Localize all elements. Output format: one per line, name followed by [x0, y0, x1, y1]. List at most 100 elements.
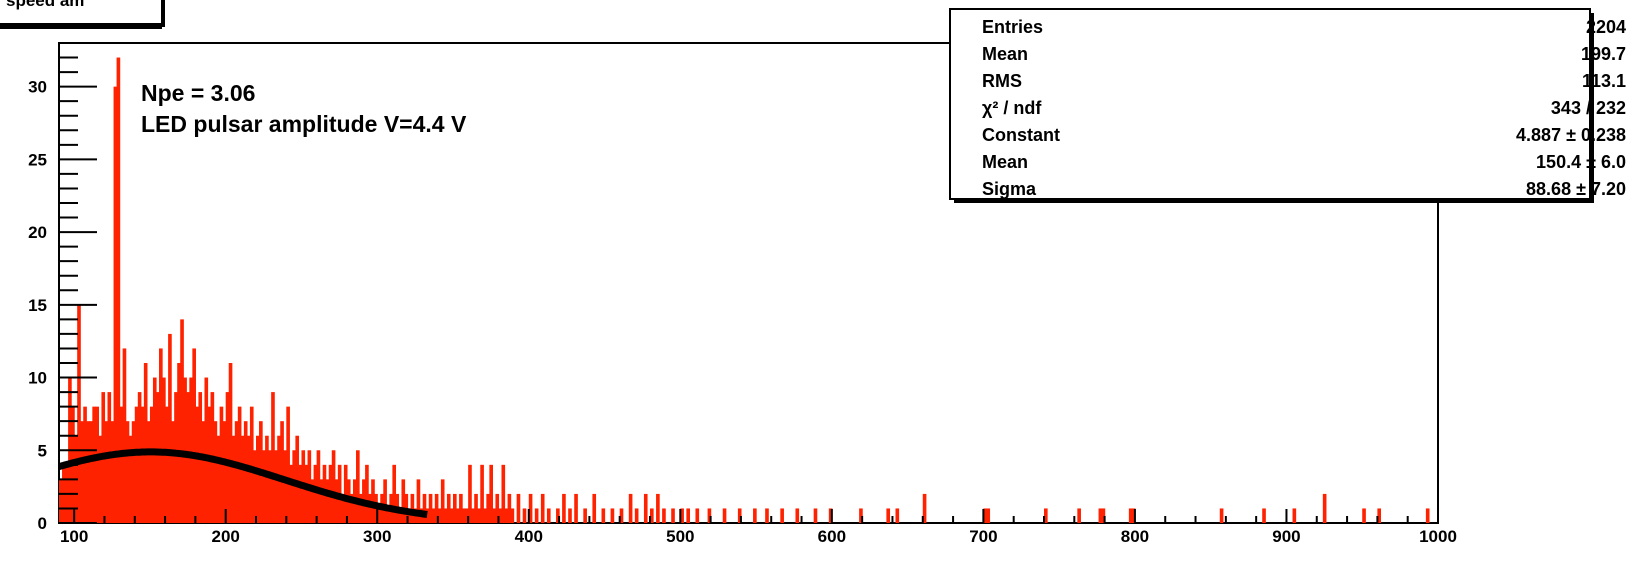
y-tick-label: 10: [28, 369, 47, 388]
histogram-bar: [486, 493, 490, 523]
histogram-bar: [177, 363, 181, 523]
histogram-bar: [501, 464, 506, 523]
histogram-bar: [286, 406, 290, 523]
histogram-bar: [1262, 508, 1266, 523]
histogram-bar: [592, 493, 597, 523]
histogram-bar: [304, 464, 309, 523]
histogram-bar: [1219, 508, 1224, 523]
histogram-bar: [349, 493, 354, 523]
histogram-bar: [707, 508, 712, 523]
histogram-bar: [468, 464, 472, 523]
histogram-bar: [243, 421, 248, 523]
histogram-bars: [59, 57, 1430, 524]
histogram-bar: [568, 508, 572, 523]
histogram-bar: [95, 406, 99, 523]
x-tick-label: 200: [212, 527, 240, 546]
stats-box: Entries 2204 Mean 199.7 RMS 113.1 χ² / ndf 343 …: [949, 8, 1626, 203]
histogram-bar: [116, 57, 121, 523]
annotation-led-amplitude: LED pulsar amplitude V=4.4 V: [141, 111, 467, 137]
histogram-bar: [671, 508, 675, 523]
histogram-bar: [480, 464, 484, 523]
x-tick-label: 400: [515, 527, 543, 546]
histogram-bar: [422, 493, 427, 523]
histogram-bar: [128, 435, 133, 523]
y-tick-label: 0: [38, 514, 47, 533]
histogram-bar: [216, 435, 221, 523]
histogram-bar: [110, 421, 115, 523]
x-tick-label: 900: [1272, 527, 1300, 546]
histogram-bar: [140, 406, 145, 523]
histogram-bar: [459, 493, 463, 523]
histogram-bar: [780, 508, 784, 523]
histogram-bar: [122, 348, 127, 523]
histogram-bar: [92, 406, 96, 523]
histogram-bar: [368, 493, 372, 523]
histogram-bar: [377, 508, 381, 523]
histogram-bar: [504, 508, 509, 523]
histogram-bar: [104, 421, 109, 523]
histogram-bar: [986, 508, 991, 523]
x-tick-label: 500: [666, 527, 694, 546]
histogram-bar: [98, 435, 103, 523]
stats-label: Sigma: [982, 179, 1037, 199]
histogram-bar: [1128, 508, 1133, 523]
histogram-bar: [922, 493, 927, 523]
y-tick-label: 20: [28, 223, 47, 242]
histogram-bar: [425, 508, 430, 523]
histogram-bar: [219, 406, 224, 523]
histogram-bar: [295, 435, 300, 523]
histogram-bar: [556, 508, 560, 523]
histogram-bar: [274, 450, 278, 523]
histogram-bar: [431, 508, 436, 523]
histogram-bar: [477, 508, 481, 523]
histogram-bar: [280, 421, 284, 523]
histogram-bar: [795, 508, 800, 523]
x-tick-label: 700: [969, 527, 997, 546]
axes: 100 200 300 400 500 600 700 800 900 1000 0 5 10 15 20 2…: [28, 56, 1457, 546]
histogram-bar: [562, 493, 566, 523]
histogram-bar: [643, 493, 648, 523]
y-tick-label: 30: [28, 78, 47, 97]
title-box: speed am: [0, 0, 165, 29]
stats-label: RMS: [982, 71, 1022, 91]
histogram-bar: [498, 508, 503, 523]
histogram-bar: [601, 508, 606, 523]
stats-value: 150.4 ± 6.0: [1536, 152, 1626, 172]
histogram-bar: [137, 392, 142, 523]
histogram-bar: [183, 377, 187, 523]
histogram-bar: [1377, 508, 1382, 523]
histogram-bar: [225, 392, 230, 523]
histogram-bar: [428, 493, 433, 523]
histogram-bar: [252, 450, 257, 523]
histogram-bar: [828, 508, 833, 523]
histogram-bar: [356, 450, 360, 523]
stats-value: 199.7: [1581, 44, 1626, 64]
histogram-bar: [680, 508, 684, 523]
histogram-bar: [492, 508, 497, 523]
histogram-bar: [398, 508, 403, 523]
histogram-bar: [437, 508, 442, 523]
histogram-bar: [583, 508, 587, 523]
histogram-bar: [449, 508, 454, 523]
y-tick-label: 25: [28, 150, 47, 169]
histogram-bar: [207, 406, 212, 523]
histogram-bar: [365, 464, 369, 523]
histogram-bar: [662, 508, 666, 523]
histogram-bar: [83, 406, 87, 523]
histogram-bar: [204, 377, 209, 523]
histogram-bar: [1098, 508, 1103, 523]
histogram-bar: [1077, 508, 1081, 523]
histogram-bar: [59, 479, 63, 523]
histogram-bar: [528, 493, 533, 523]
stats-label: Mean: [982, 152, 1028, 172]
histogram-bar: [159, 348, 163, 523]
histogram-bar: [134, 406, 139, 523]
histogram-bar: [722, 508, 727, 523]
histogram-bar: [268, 450, 272, 523]
histogram-bar: [1292, 508, 1297, 523]
histogram-bar: [495, 493, 500, 523]
histogram-bar: [1425, 508, 1430, 523]
histogram-bar: [292, 450, 296, 523]
histogram-bar: [440, 479, 445, 523]
